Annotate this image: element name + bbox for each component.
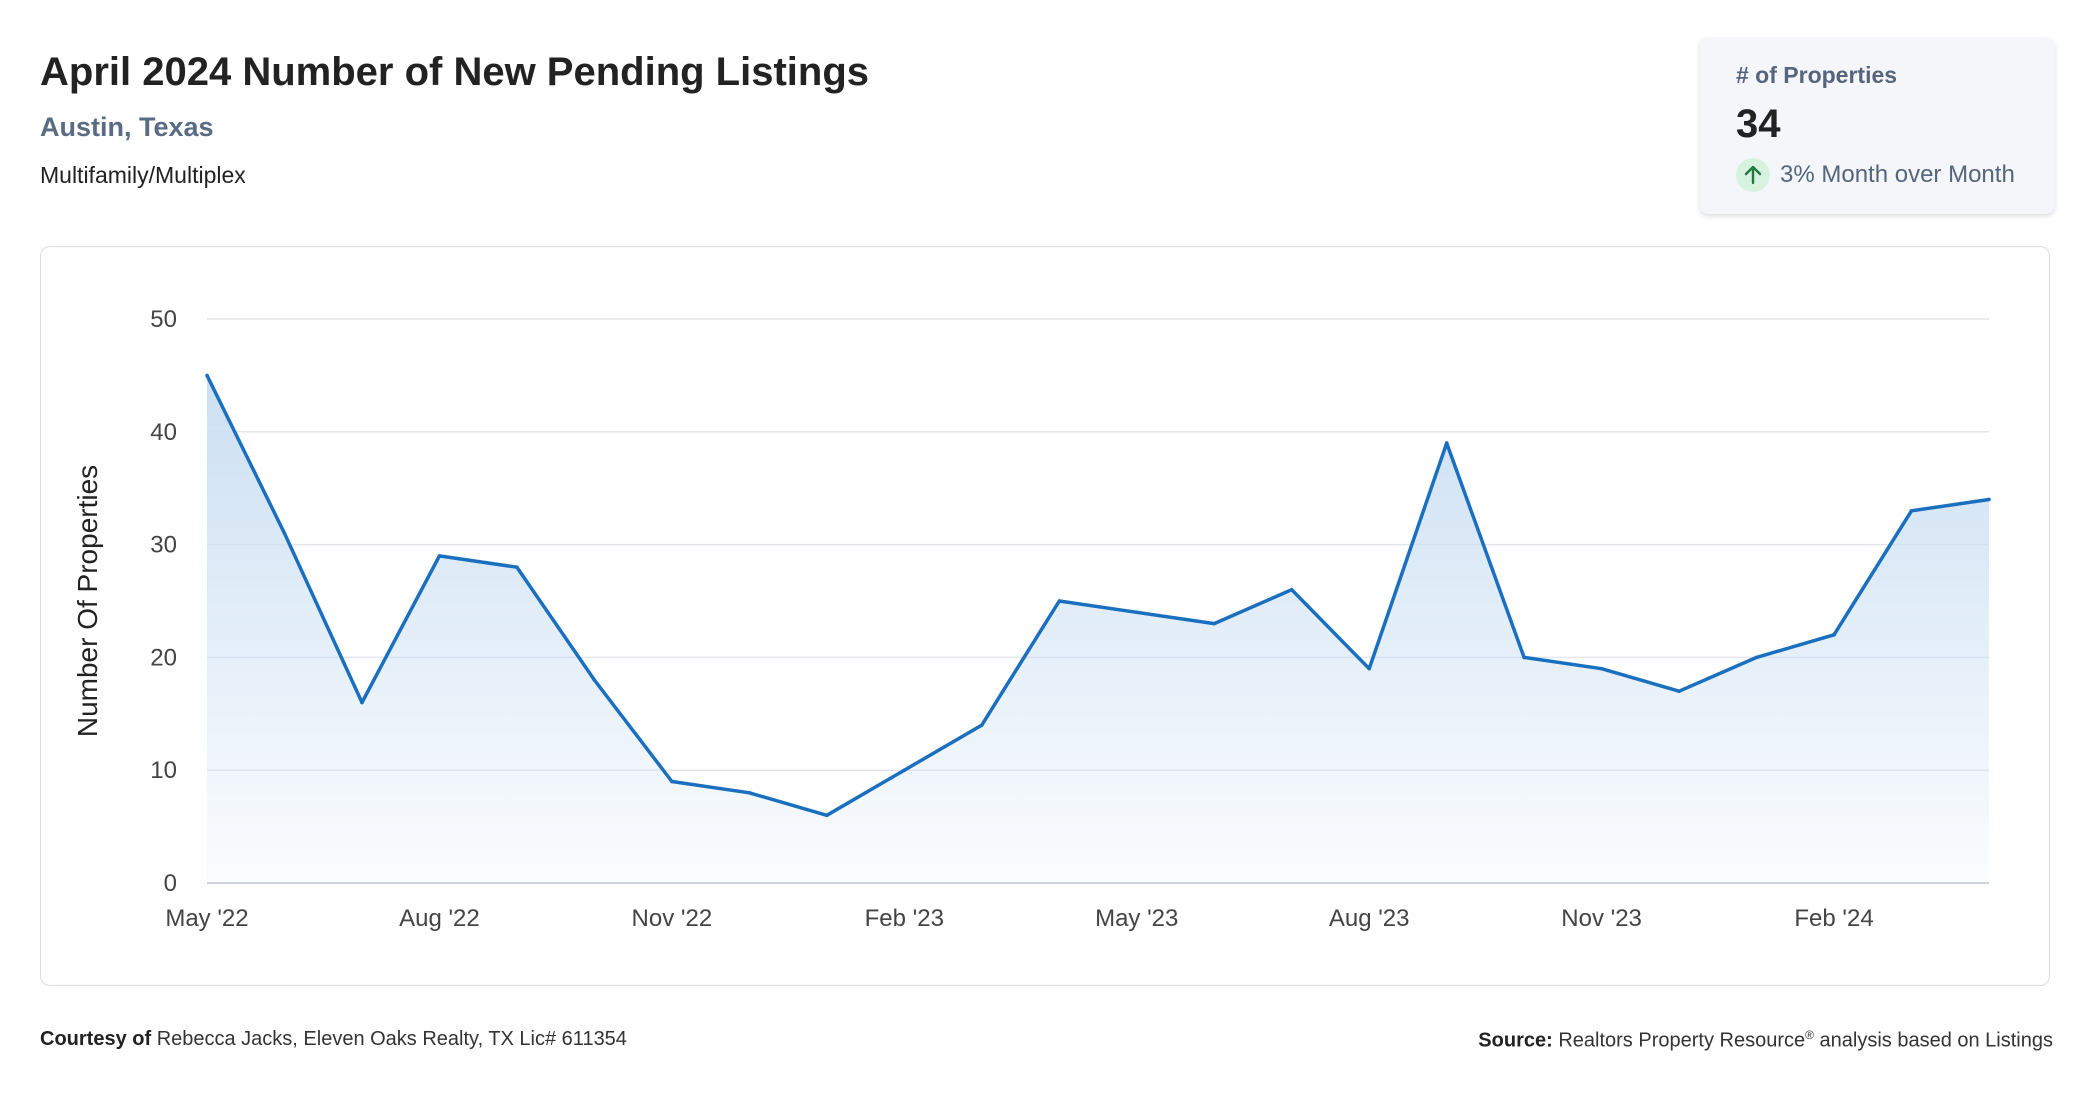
y-tick-label: 40 — [150, 419, 177, 446]
data-points — [205, 373, 1991, 818]
x-tick-label: Nov '23 — [1561, 905, 1642, 932]
y-tick-label: 50 — [150, 306, 177, 333]
data-point — [1212, 621, 1217, 626]
source-name: Realtors Property Resource — [1558, 1029, 1806, 1052]
data-point — [902, 768, 907, 772]
source-rest: analysis based on Listings — [1819, 1029, 2053, 1052]
data-point — [1057, 599, 1062, 603]
x-tick-label: Aug '22 — [399, 905, 480, 932]
registered-mark: ® — [1805, 1028, 1814, 1042]
data-point — [282, 531, 287, 536]
data-point — [747, 790, 752, 795]
data-point — [1522, 655, 1526, 660]
data-point — [1754, 655, 1759, 660]
x-axis-ticks: May '22 Aug '22 Nov '22 Feb '23 May '23 Aug '… — [165, 905, 1873, 932]
courtesy-label: Courtesy of — [40, 1028, 152, 1050]
x-tick-label: Aug '23 — [1329, 905, 1410, 932]
data-point — [1599, 666, 1604, 671]
data-point — [670, 779, 674, 784]
y-tick-label: 30 — [150, 532, 177, 559]
source-footer: Source: Realtors Property Resource® anal… — [1478, 1028, 2053, 1053]
data-point — [1677, 689, 1681, 694]
x-tick-label: Feb '24 — [1794, 905, 1873, 932]
properties-stat-card: # of Properties 34 3% Month over Month — [1700, 38, 2054, 214]
chart-panel: 0 10 20 30 40 50 May '22 Aug '22 Nov '22 Feb '23… — [40, 246, 2050, 986]
data-point — [1987, 497, 1991, 502]
stat-label: # of Properties — [1736, 62, 1898, 88]
page-title: April 2024 Number of New Pending Listing… — [40, 50, 870, 94]
x-tick-label: Feb '23 — [865, 905, 944, 932]
x-tick-label: May '22 — [165, 905, 248, 932]
courtesy-text: Rebecca Jacks, Eleven Oaks Realty, TX Li… — [156, 1028, 627, 1050]
data-point — [1832, 633, 1836, 637]
property-type-label: Multifamily/Multiplex — [40, 162, 246, 188]
stat-change: 3% Month over Month — [1736, 158, 2018, 192]
data-point — [437, 554, 442, 558]
data-point — [1444, 441, 1449, 445]
stat-change-text: 3% Month over Month — [1780, 161, 2015, 188]
line-area-chart: 0 10 20 30 40 50 May '22 Aug '22 Nov '22 Feb '23… — [72, 306, 1991, 932]
courtesy-footer: Courtesy of Rebecca Jacks, Eleven Oaks R… — [40, 1028, 627, 1051]
data-point — [979, 723, 984, 727]
data-point — [515, 565, 519, 569]
arrow-up-icon — [1736, 158, 1770, 192]
source-label: Source: — [1478, 1029, 1553, 1052]
y-tick-label: 20 — [150, 644, 177, 671]
data-point — [1289, 587, 1294, 592]
data-point — [1367, 666, 1371, 671]
stat-value: 34 — [1736, 102, 1781, 146]
data-point — [1134, 610, 1139, 615]
data-point — [825, 813, 829, 818]
y-tick-label: 0 — [164, 870, 177, 897]
x-tick-label: Nov '22 — [632, 905, 713, 932]
y-axis-ticks: 0 10 20 30 40 50 — [150, 306, 177, 897]
data-point — [205, 373, 209, 378]
y-tick-label: 10 — [150, 757, 177, 784]
header: April 2024 Number of New Pending Listing… — [40, 44, 869, 190]
y-axis-title: Number Of Properties — [72, 465, 103, 737]
data-point — [1909, 508, 1914, 513]
series-area — [207, 375, 1989, 883]
data-point — [592, 678, 597, 682]
data-point — [360, 700, 364, 705]
location-subtitle: Austin, Texas — [40, 112, 214, 142]
series-line — [205, 374, 1990, 818]
x-tick-label: May '23 — [1095, 905, 1178, 932]
